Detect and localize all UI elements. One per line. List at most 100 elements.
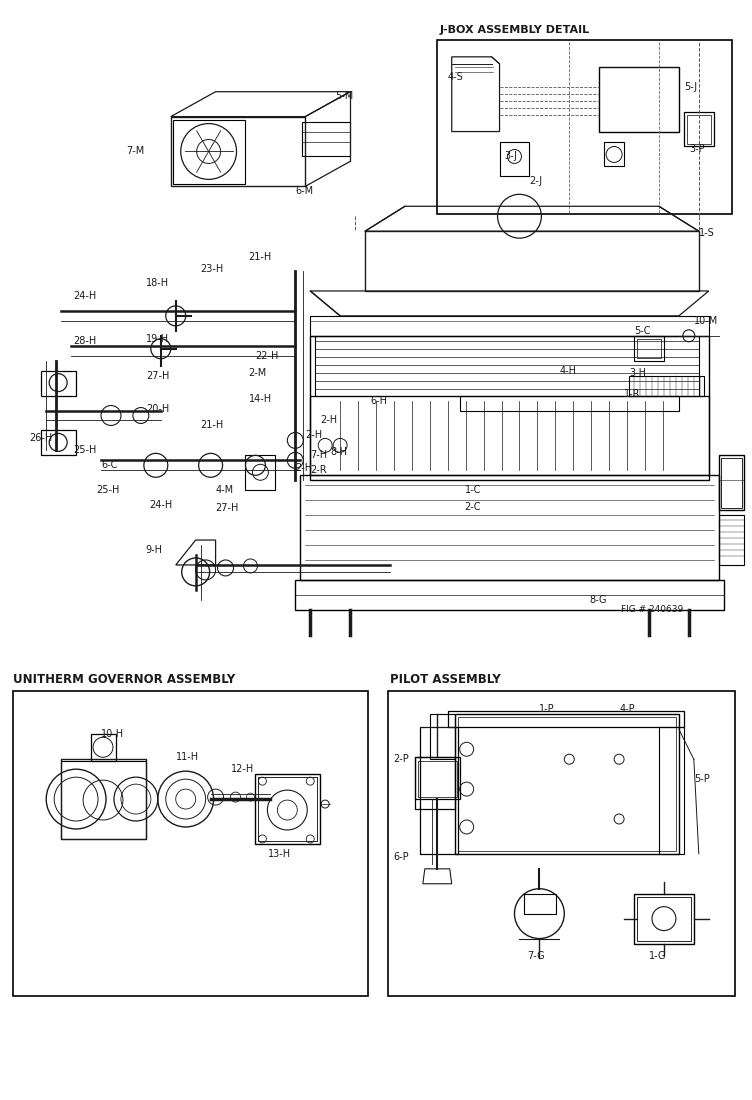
Bar (173, 120, 245, 185)
Text: 7-H: 7-H (311, 450, 327, 461)
Bar (524, 893, 556, 914)
Text: 2-M: 2-M (248, 367, 267, 377)
Bar (720, 459, 741, 508)
Bar (311, 316, 709, 336)
Bar (41, 371, 76, 396)
Bar (629, 375, 704, 396)
Text: 27-H: 27-H (146, 371, 169, 381)
Text: 12-H: 12-H (231, 764, 253, 774)
Text: 28-H: 28-H (73, 336, 96, 345)
Bar (719, 515, 744, 565)
Text: FIG # 240639: FIG # 240639 (621, 605, 684, 614)
Text: J-BOX ASSEMBLY DETAIL: J-BOX ASSEMBLY DETAIL (440, 25, 590, 35)
Text: 18-H: 18-H (146, 278, 169, 288)
Text: 1-R: 1-R (624, 388, 641, 398)
Bar (599, 67, 679, 132)
Bar (430, 714, 455, 759)
Text: 5-P: 5-P (694, 774, 710, 784)
Bar (418, 761, 456, 798)
Text: 7-M: 7-M (126, 146, 144, 156)
Bar (420, 727, 458, 854)
Text: 25-H: 25-H (96, 485, 120, 495)
Bar (61, 761, 146, 839)
Bar (311, 396, 709, 475)
Bar (415, 757, 455, 808)
Text: 6-P: 6-P (393, 851, 408, 862)
Text: 22-H: 22-H (256, 351, 279, 361)
Text: 6-C: 6-C (101, 460, 117, 471)
Text: 3-P: 3-P (689, 144, 705, 154)
Text: 3-H: 3-H (629, 367, 646, 377)
Text: 10-M: 10-M (694, 316, 718, 326)
Text: 9-H: 9-H (146, 544, 163, 556)
Text: 6-M: 6-M (296, 186, 314, 196)
Bar (455, 714, 679, 854)
Text: 24-H: 24-H (149, 500, 172, 510)
Text: 21-H: 21-H (248, 252, 271, 262)
Text: 4-S: 4-S (447, 72, 463, 81)
Text: 8-G: 8-G (590, 595, 607, 605)
Bar (296, 580, 723, 609)
Bar (302, 122, 350, 156)
Bar (315, 336, 699, 396)
Bar (499, 142, 529, 176)
Text: 5-M: 5-M (335, 90, 353, 101)
Text: 1-P: 1-P (539, 704, 555, 714)
Text: 27-H: 27-H (216, 503, 239, 514)
Text: 21-H: 21-H (201, 420, 224, 430)
Text: 8-H: 8-H (330, 448, 347, 458)
Bar (14, 692, 368, 997)
Bar (300, 475, 719, 580)
Bar (459, 396, 679, 410)
Bar (604, 142, 624, 166)
Bar (447, 712, 684, 727)
Text: 7-G: 7-G (527, 952, 545, 961)
Bar (719, 455, 744, 510)
Text: 4-M: 4-M (216, 485, 234, 495)
Text: 14-H: 14-H (248, 394, 271, 404)
Bar (256, 774, 320, 844)
Bar (437, 40, 732, 214)
Text: 2-H: 2-H (296, 463, 312, 473)
Text: 4-P: 4-P (619, 704, 635, 714)
Bar (684, 111, 714, 146)
Bar (41, 430, 76, 455)
Bar (388, 692, 735, 997)
Bar (637, 896, 691, 940)
Text: 4-H: 4-H (559, 365, 576, 376)
Text: 3-J: 3-J (505, 152, 517, 162)
Text: UNITHERM GOVERNOR ASSEMBLY: UNITHERM GOVERNOR ASSEMBLY (14, 673, 235, 686)
Bar (634, 336, 664, 361)
Bar (659, 727, 684, 854)
Bar (634, 893, 694, 944)
Text: 26-H: 26-H (29, 433, 53, 443)
Text: 11-H: 11-H (176, 752, 199, 762)
Bar (91, 735, 116, 761)
Text: 2-H: 2-H (305, 430, 323, 440)
Text: 1-S: 1-S (699, 228, 714, 239)
Text: 1-G: 1-G (649, 952, 666, 961)
Bar (687, 114, 711, 143)
Text: 1-C: 1-C (465, 485, 481, 495)
Text: 24-H: 24-H (73, 290, 96, 301)
Text: 20-H: 20-H (146, 404, 169, 414)
Bar (415, 757, 459, 799)
Text: 10-H: 10-H (101, 729, 124, 739)
Text: 13-H: 13-H (268, 849, 292, 859)
Text: 5-J: 5-J (684, 81, 697, 91)
Bar (458, 717, 676, 851)
Text: 2-J: 2-J (529, 176, 542, 186)
Bar (311, 336, 709, 481)
Text: 2-H: 2-H (320, 416, 338, 426)
Text: 5-C: 5-C (634, 326, 650, 336)
Text: 2-P: 2-P (393, 755, 408, 764)
Text: PILOT ASSEMBLY: PILOT ASSEMBLY (390, 673, 501, 686)
Text: 2-C: 2-C (465, 503, 481, 513)
Text: 6-H: 6-H (370, 396, 387, 406)
Bar (637, 339, 661, 358)
Text: 19-H: 19-H (146, 333, 169, 344)
Bar (245, 455, 275, 491)
Text: 2-R: 2-R (311, 465, 327, 475)
Text: 23-H: 23-H (201, 264, 224, 274)
Text: 25-H: 25-H (73, 446, 96, 455)
